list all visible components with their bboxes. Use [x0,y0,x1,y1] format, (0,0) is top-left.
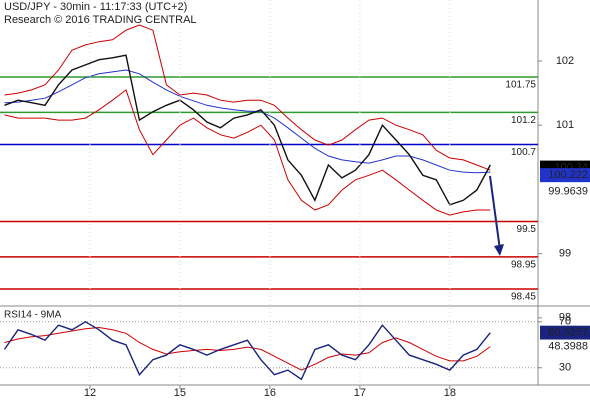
y-tick-label: 98 [559,312,571,324]
x-tick-label: 18 [444,387,456,399]
last-value-box [540,184,590,199]
x-tick-label: 16 [264,387,276,399]
series-line [3,320,491,381]
x-tick-label: 17 [354,387,366,399]
y-tick-label: 70 [559,316,571,328]
level-label: 101.75 [505,80,536,91]
series-line [4,326,491,371]
last-value-box [540,325,590,340]
last-value-label: 99.9639 [548,186,588,198]
last-value-label: 60.5257 [548,327,588,339]
x-tick-label: 15 [174,387,186,399]
arrow-head [494,244,504,256]
level-label: 98.95 [511,259,536,270]
projection-arrow [489,175,501,251]
last-value-box [540,339,590,354]
chart-title: USD/JPY - 30min - 11:17:33 (UTC+2) [4,1,187,13]
series-line [4,89,491,216]
y-tick-label: 102 [556,55,574,67]
level-label: 98.45 [511,292,536,303]
level-label: 101.2 [511,115,536,126]
level-label: 99.5 [517,224,537,235]
level-label: 100.7 [511,147,536,158]
y-tick-label: 30 [559,362,571,374]
last-value-label: 100.222 [548,169,588,181]
y-tick-label: 101 [556,119,574,131]
series-line [4,54,491,206]
series-line [4,24,491,171]
last-value-label: 48.3988 [548,341,588,353]
x-tick-label: 12 [84,387,96,399]
rsi-title: RSI14 - 9MA [4,310,62,321]
series-line [4,69,491,174]
last-value-box [540,168,590,183]
plot [0,0,538,385]
chart-subtitle: Research © 2016 TRADING CENTRAL [4,14,197,26]
y-tick-label: 99 [559,248,571,260]
